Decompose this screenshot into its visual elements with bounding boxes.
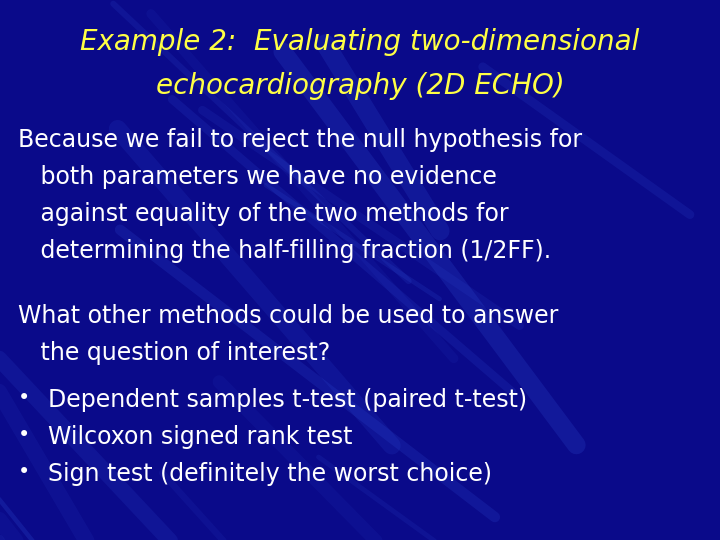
Text: Sign test (definitely the worst choice): Sign test (definitely the worst choice) xyxy=(48,462,492,486)
Text: •: • xyxy=(18,388,30,408)
Text: Dependent samples t-test (paired t-test): Dependent samples t-test (paired t-test) xyxy=(48,388,527,412)
Text: Wilcoxon signed rank test: Wilcoxon signed rank test xyxy=(48,425,353,449)
Text: both parameters we have no evidence: both parameters we have no evidence xyxy=(18,165,497,189)
Text: •: • xyxy=(18,462,30,482)
Text: determining the half-filling fraction (1/2FF).: determining the half-filling fraction (1… xyxy=(18,239,551,263)
Text: •: • xyxy=(18,425,30,445)
Text: What other methods could be used to answer: What other methods could be used to answ… xyxy=(18,304,559,328)
Text: the question of interest?: the question of interest? xyxy=(18,341,330,365)
Text: echocardiography (2D ECHO): echocardiography (2D ECHO) xyxy=(156,72,564,100)
Text: Example 2:  Evaluating two-dimensional: Example 2: Evaluating two-dimensional xyxy=(81,28,639,56)
Text: against equality of the two methods for: against equality of the two methods for xyxy=(18,202,508,226)
Text: Because we fail to reject the null hypothesis for: Because we fail to reject the null hypot… xyxy=(18,128,582,152)
